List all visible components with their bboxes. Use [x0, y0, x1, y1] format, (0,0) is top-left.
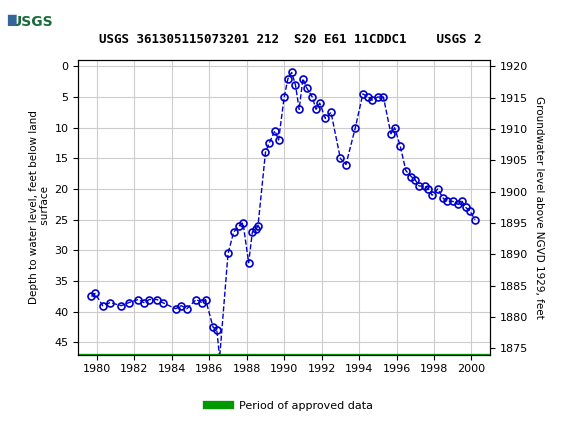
- Y-axis label: Depth to water level, feet below land
 surface: Depth to water level, feet below land su…: [28, 111, 50, 304]
- FancyBboxPatch shape: [5, 4, 57, 41]
- Legend: Period of approved data: Period of approved data: [203, 397, 377, 416]
- Text: █: █: [7, 15, 16, 26]
- Y-axis label: Groundwater level above NGVD 1929, feet: Groundwater level above NGVD 1929, feet: [534, 96, 543, 319]
- Text: USGS 361305115073201 212  S20 E61 11CDDC1    USGS 2: USGS 361305115073201 212 S20 E61 11CDDC1…: [99, 34, 481, 46]
- Text: USGS: USGS: [10, 15, 53, 29]
